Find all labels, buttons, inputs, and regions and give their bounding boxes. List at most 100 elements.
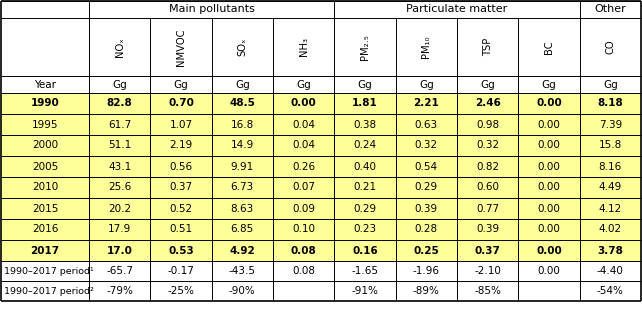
Text: 0.98: 0.98: [476, 119, 499, 129]
Text: 0.56: 0.56: [169, 161, 193, 171]
Text: Gg: Gg: [542, 80, 557, 90]
Text: 6.73: 6.73: [230, 183, 254, 193]
Text: Gg: Gg: [173, 80, 188, 90]
Text: 0.10: 0.10: [292, 225, 315, 234]
Text: 0.25: 0.25: [413, 245, 439, 256]
Text: NH₃: NH₃: [299, 38, 309, 57]
Text: 0.51: 0.51: [169, 225, 193, 234]
Text: 15.8: 15.8: [599, 141, 622, 151]
Text: 14.9: 14.9: [230, 141, 254, 151]
Text: 0.09: 0.09: [292, 203, 315, 213]
Text: 0.38: 0.38: [354, 119, 377, 129]
Text: 2.46: 2.46: [474, 99, 501, 109]
Text: 8.63: 8.63: [230, 203, 254, 213]
Text: -65.7: -65.7: [106, 266, 133, 276]
Text: -85%: -85%: [474, 286, 501, 296]
Text: Gg: Gg: [112, 80, 127, 90]
Text: 0.00: 0.00: [536, 99, 562, 109]
Text: 0.29: 0.29: [415, 183, 438, 193]
Text: -0.17: -0.17: [168, 266, 195, 276]
Text: 2005: 2005: [32, 161, 58, 171]
Text: NOₓ: NOₓ: [115, 37, 125, 57]
Text: PM₂.₅: PM₂.₅: [360, 34, 370, 60]
Text: Year: Year: [34, 80, 56, 90]
Text: 48.5: 48.5: [229, 99, 256, 109]
Text: 0.39: 0.39: [415, 203, 438, 213]
Text: 0.07: 0.07: [292, 183, 315, 193]
Text: Particulate matter: Particulate matter: [406, 4, 508, 15]
Text: TSP: TSP: [483, 38, 492, 56]
Text: 0.00: 0.00: [291, 99, 317, 109]
Text: 0.37: 0.37: [169, 183, 193, 193]
Text: 61.7: 61.7: [108, 119, 132, 129]
Text: 0.00: 0.00: [537, 119, 560, 129]
Text: 8.16: 8.16: [599, 161, 622, 171]
Text: 0.77: 0.77: [476, 203, 499, 213]
Text: -90%: -90%: [229, 286, 256, 296]
Text: -4.40: -4.40: [597, 266, 624, 276]
Text: 2010: 2010: [32, 183, 58, 193]
Text: 51.1: 51.1: [108, 141, 132, 151]
Text: 1990: 1990: [31, 99, 59, 109]
Text: Gg: Gg: [358, 80, 372, 90]
Text: -89%: -89%: [413, 286, 440, 296]
Text: 0.00: 0.00: [537, 266, 560, 276]
Text: Main pollutants: Main pollutants: [169, 4, 255, 15]
Text: 0.60: 0.60: [476, 183, 499, 193]
Text: 0.40: 0.40: [354, 161, 376, 171]
Text: 0.04: 0.04: [292, 141, 315, 151]
Text: -79%: -79%: [106, 286, 133, 296]
Text: 2017: 2017: [30, 245, 60, 256]
Text: 1995: 1995: [31, 119, 58, 129]
Text: 6.85: 6.85: [230, 225, 254, 234]
Text: 4.02: 4.02: [599, 225, 622, 234]
Text: 4.92: 4.92: [229, 245, 256, 256]
Text: 0.39: 0.39: [476, 225, 499, 234]
Text: 8.18: 8.18: [598, 99, 623, 109]
Text: 4.49: 4.49: [599, 183, 622, 193]
Text: 0.00: 0.00: [536, 245, 562, 256]
Text: 2015: 2015: [32, 203, 58, 213]
Text: 0.32: 0.32: [476, 141, 499, 151]
Text: 0.00: 0.00: [537, 183, 560, 193]
Text: BC: BC: [544, 40, 554, 54]
Text: 4.12: 4.12: [599, 203, 622, 213]
Text: 9.91: 9.91: [230, 161, 254, 171]
Text: 1.81: 1.81: [352, 99, 378, 109]
Text: 2.21: 2.21: [413, 99, 439, 109]
Text: NMVOC: NMVOC: [176, 28, 186, 66]
Text: 0.52: 0.52: [169, 203, 193, 213]
Text: 0.08: 0.08: [292, 266, 315, 276]
Text: 0.53: 0.53: [168, 245, 194, 256]
Text: SOₓ: SOₓ: [238, 38, 247, 56]
Text: 0.63: 0.63: [415, 119, 438, 129]
Text: -1.96: -1.96: [413, 266, 440, 276]
Text: 1.07: 1.07: [169, 119, 193, 129]
Text: Gg: Gg: [480, 80, 495, 90]
Text: 16.8: 16.8: [230, 119, 254, 129]
Text: Gg: Gg: [235, 80, 250, 90]
Text: 0.00: 0.00: [537, 203, 560, 213]
Text: 0.23: 0.23: [354, 225, 377, 234]
Text: 17.9: 17.9: [108, 225, 132, 234]
Text: Gg: Gg: [603, 80, 618, 90]
Text: 20.2: 20.2: [108, 203, 131, 213]
Text: Gg: Gg: [297, 80, 311, 90]
Text: -1.65: -1.65: [352, 266, 379, 276]
Text: 2000: 2000: [32, 141, 58, 151]
Text: 0.82: 0.82: [476, 161, 499, 171]
Text: 0.28: 0.28: [415, 225, 438, 234]
Text: 0.04: 0.04: [292, 119, 315, 129]
Text: 1990–2017 period¹: 1990–2017 period¹: [4, 267, 94, 276]
Text: 0.37: 0.37: [474, 245, 501, 256]
Text: 0.54: 0.54: [415, 161, 438, 171]
Text: 1990–2017 period²: 1990–2017 period²: [4, 286, 94, 295]
Text: 0.26: 0.26: [292, 161, 315, 171]
Text: 0.08: 0.08: [291, 245, 317, 256]
Text: CO: CO: [605, 40, 615, 54]
Text: 43.1: 43.1: [108, 161, 132, 171]
Text: 0.00: 0.00: [537, 161, 560, 171]
Text: Other: Other: [594, 4, 626, 15]
Text: -43.5: -43.5: [229, 266, 256, 276]
Text: 0.29: 0.29: [354, 203, 377, 213]
